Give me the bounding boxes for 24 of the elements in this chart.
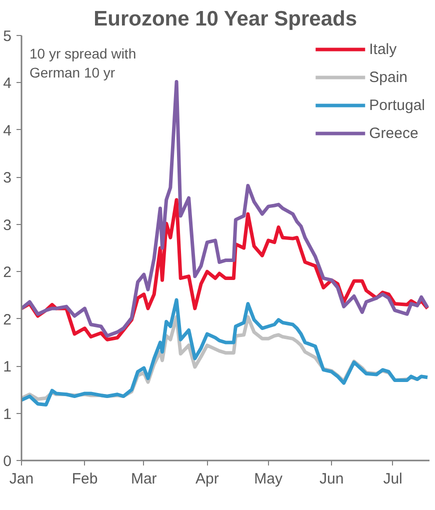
- x-tick-label: Apr: [195, 470, 219, 488]
- y-tick-label: 0: [3, 453, 12, 470]
- y-tick-label: 1: [3, 358, 12, 376]
- y-tick-label: 1: [3, 406, 12, 423]
- x-tick-label: Jan: [9, 470, 34, 488]
- legend-label: Greece: [369, 124, 418, 142]
- y-tick-label: 2: [3, 264, 12, 282]
- legend-label: Italy: [369, 40, 397, 58]
- legend-label: Portugal: [369, 96, 425, 114]
- x-tick-label: Feb: [72, 470, 98, 488]
- y-tick-label: 2: [3, 311, 12, 328]
- x-tick-label: Jun: [319, 470, 344, 488]
- y-tick-label: 4: [3, 122, 12, 140]
- y-tick-label: 5: [3, 28, 12, 45]
- annotation: 10 yr spread with German 10 yr: [30, 46, 136, 81]
- chart-title: Eurozone 10 Year Spreads: [94, 8, 358, 30]
- legend-label: Spain: [369, 68, 408, 86]
- y-tick-label: 3: [3, 216, 12, 234]
- y-tick-label: 3: [3, 170, 12, 187]
- line-series: [22, 298, 430, 407]
- y-tick-label: 4: [3, 75, 12, 92]
- x-tick-label: May: [254, 470, 284, 488]
- x-tick-label: Jul: [383, 470, 402, 488]
- x-tick-label: Mar: [130, 470, 157, 488]
